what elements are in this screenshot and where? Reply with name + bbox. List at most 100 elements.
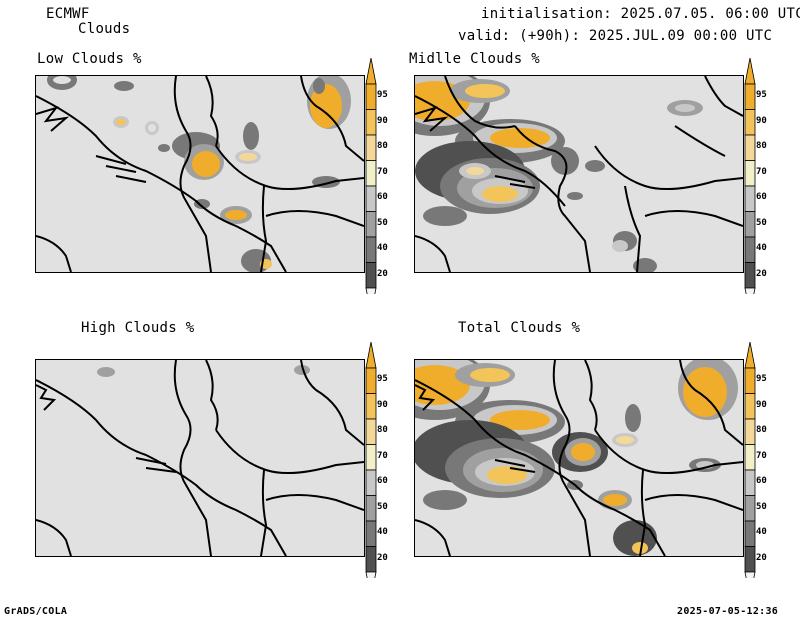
colorbar-label: 50 [756, 501, 767, 512]
colorbar-swatch [744, 444, 756, 471]
colorbar-bottom-arrow [365, 571, 377, 578]
colorbar-label: 50 [377, 217, 388, 228]
colorbar-swatch [744, 236, 756, 263]
render-timestamp: 2025-07-05-12:36 [677, 606, 779, 617]
colorbar-swatches [744, 342, 756, 578]
colorbar-label: 80 [377, 425, 388, 435]
high-clouds-map [35, 359, 365, 557]
colorbar-swatches [365, 58, 377, 294]
middle-clouds-map [414, 75, 744, 273]
colorbar-label: 20 [377, 552, 388, 563]
colorbar-middle: 95 90 80 70 60 50 40 20 [744, 58, 788, 294]
colorbar-swatch [365, 83, 377, 110]
borders-coastline [36, 360, 364, 556]
initialisation-text: initialisation: 2025.07.05. 06:00 UTC [481, 6, 800, 22]
cloud-areas [415, 76, 703, 272]
colorbar-swatch [365, 236, 377, 263]
colorbar-swatch [365, 546, 377, 573]
colorbar-label: 40 [377, 243, 388, 253]
cloud-areas [97, 365, 310, 377]
colorbar-total: 95 90 80 70 60 50 40 20 [744, 342, 788, 578]
colorbar-swatch [744, 160, 756, 187]
colorbar-swatch [744, 262, 756, 289]
colorbar-label: 60 [377, 192, 388, 202]
colorbar-bottom-arrow [744, 287, 756, 294]
colorbar-bottom-arrow [365, 287, 377, 294]
colorbar-label: 70 [377, 450, 388, 461]
colorbar-swatch [365, 211, 377, 238]
colorbar-swatch [365, 262, 377, 289]
colorbar-swatch [744, 367, 756, 394]
colorbar-label: 80 [377, 141, 388, 151]
colorbar-label: 50 [377, 501, 388, 512]
colorbar-swatch [744, 469, 756, 496]
colorbar-swatch [744, 520, 756, 547]
colorbar-swatch [744, 185, 756, 212]
colorbar-swatch [744, 546, 756, 573]
colorbar-label: 60 [377, 476, 388, 486]
borders-coastline [415, 360, 743, 556]
colorbar-label: 70 [756, 166, 767, 177]
colorbar-top-arrow [365, 58, 377, 85]
colorbar-high: 95 90 80 70 60 50 40 20 [365, 342, 409, 578]
colorbar-label: 20 [756, 268, 767, 279]
colorbar-swatch [365, 418, 377, 445]
colorbar-swatch [365, 185, 377, 212]
cloud-areas [415, 360, 738, 556]
low-clouds-title: Low Clouds % [37, 51, 142, 67]
colorbar-swatch [365, 444, 377, 471]
colorbar-swatch [365, 495, 377, 522]
colorbar-swatch [365, 160, 377, 187]
colorbar-label: 90 [756, 115, 767, 126]
colorbar-swatch [744, 211, 756, 238]
valid-time-text: valid: (+90h): 2025.JUL.09 00:00 UTC [458, 28, 773, 44]
colorbar-label: 40 [756, 243, 767, 253]
colorbar-label: 60 [756, 192, 767, 202]
product-label: Clouds [78, 21, 131, 37]
colorbar-swatch [744, 83, 756, 110]
colorbar-label: 90 [377, 115, 388, 126]
colorbar-top-arrow [365, 342, 377, 369]
colorbar-swatches [744, 58, 756, 294]
colorbar-swatch [744, 393, 756, 420]
total-clouds-map [414, 359, 744, 557]
colorbar-swatches [365, 342, 377, 578]
colorbar-swatch [744, 418, 756, 445]
colorbar-swatch [365, 367, 377, 394]
colorbar-low: 95 90 80 70 60 50 40 20 [365, 58, 409, 294]
high-clouds-title: High Clouds % [81, 320, 195, 336]
software-credit: GrADS/COLA [4, 606, 68, 617]
cloud-areas [47, 76, 351, 272]
colorbar-swatch [365, 520, 377, 547]
colorbar-swatch [744, 134, 756, 161]
low-clouds-map [35, 75, 365, 273]
colorbar-label: 40 [756, 527, 767, 537]
total-clouds-title: Total Clouds % [458, 320, 581, 336]
colorbar-label: 80 [756, 425, 767, 435]
colorbar-top-arrow [744, 342, 756, 369]
colorbar-swatch [744, 109, 756, 136]
colorbar-swatch [744, 495, 756, 522]
colorbar-label: 95 [756, 374, 767, 384]
colorbar-label: 95 [377, 90, 388, 100]
colorbar-swatch [365, 109, 377, 136]
colorbar-label: 90 [756, 399, 767, 410]
colorbar-bottom-arrow [744, 571, 756, 578]
colorbar-label: 95 [377, 374, 388, 384]
colorbar-label: 90 [377, 399, 388, 410]
colorbar-label: 70 [756, 450, 767, 461]
colorbar-swatch [365, 393, 377, 420]
colorbar-label: 60 [756, 476, 767, 486]
colorbar-label: 40 [377, 527, 388, 537]
model-label: ECMWF [46, 6, 90, 22]
borders-coastline [36, 76, 364, 272]
colorbar-label: 70 [377, 166, 388, 177]
colorbar-label: 20 [756, 552, 767, 563]
colorbar-label: 20 [377, 268, 388, 279]
borders-coastline [415, 76, 743, 272]
colorbar-label: 80 [756, 141, 767, 151]
colorbar-top-arrow [744, 58, 756, 85]
colorbar-swatch [365, 469, 377, 496]
colorbar-label: 50 [756, 217, 767, 228]
colorbar-label: 95 [756, 90, 767, 100]
